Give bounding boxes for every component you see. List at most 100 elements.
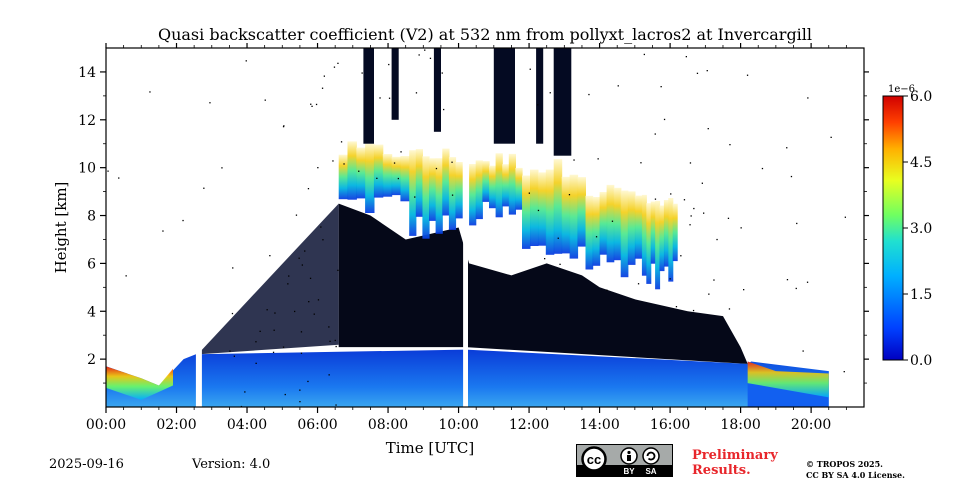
- cc-icon: [581, 446, 607, 472]
- speckle: [617, 85, 619, 87]
- x-tick-label: 20:00: [791, 417, 831, 433]
- cirrus-band-4-segment: [553, 159, 563, 254]
- speckle: [685, 56, 687, 58]
- dense-layer-region: [338, 203, 748, 364]
- high-plume-3: [433, 48, 441, 132]
- speckle: [333, 66, 336, 68]
- speckle: [844, 216, 846, 218]
- cirrus-band-6-segment: [646, 203, 652, 284]
- speckle: [313, 313, 315, 315]
- speckle: [337, 62, 339, 64]
- speckle: [786, 279, 789, 281]
- copyright-line-1: © TROPOS 2025.: [806, 459, 883, 469]
- cirrus-band-5-segment: [613, 187, 622, 261]
- high-plume-6: [536, 48, 544, 144]
- cirrus-band-1-segment: [400, 156, 410, 202]
- speckle: [337, 269, 339, 271]
- speckle: [282, 126, 285, 128]
- speckle: [597, 158, 599, 160]
- speckle: [376, 177, 378, 179]
- colorbar-exponent-label: 1e−6: [888, 84, 915, 95]
- speckle: [162, 230, 164, 232]
- x-tick-label: 14:00: [579, 417, 619, 433]
- cirrus-band-6-segment: [672, 203, 678, 262]
- cirrus-band-1-segment: [391, 156, 401, 196]
- speckle: [315, 103, 318, 106]
- copyright-note: © TROPOS 2025. CC BY SA 4.0 License.: [806, 459, 905, 481]
- speckle: [689, 162, 692, 164]
- speckle: [231, 312, 234, 315]
- speckle: [451, 161, 453, 163]
- speckle: [388, 63, 390, 66]
- speckle: [654, 133, 656, 135]
- cirrus-band-2-segment: [455, 162, 463, 219]
- speckle: [743, 289, 745, 291]
- speckle: [255, 362, 257, 364]
- cirrus-band-5-segment: [627, 191, 636, 265]
- speckle: [343, 163, 345, 165]
- cirrus-band-2-segment: [429, 158, 437, 221]
- y-tick-label: 4: [87, 304, 96, 320]
- cirrus-band-3-segment: [469, 164, 477, 226]
- cirrus-band-6-segment: [663, 200, 669, 267]
- speckle: [244, 391, 246, 393]
- cirrus-band-1-segment: [382, 154, 393, 197]
- speckle: [397, 177, 399, 180]
- cirrus-band-1-segment: [365, 143, 375, 213]
- speckle: [740, 227, 742, 229]
- speckle: [400, 151, 402, 153]
- version-label: Version: 4.0: [192, 457, 271, 472]
- speckle: [708, 293, 710, 295]
- speckle: [264, 99, 266, 101]
- colorbar-tick-label: 6.0: [910, 89, 932, 105]
- x-tick-label: 16:00: [650, 417, 690, 433]
- cirrus-band-6-segment: [668, 198, 674, 282]
- speckle: [125, 275, 127, 277]
- y-tick-label: 8: [87, 209, 96, 225]
- colorbar-tick-label: 0.0: [910, 353, 932, 369]
- speckle: [301, 264, 303, 266]
- speckle: [683, 199, 686, 201]
- cirrus-band-2-segment: [442, 148, 450, 216]
- x-tick-label: 02:00: [156, 417, 196, 433]
- speckle: [643, 53, 645, 56]
- speckle: [424, 49, 426, 51]
- speckle: [288, 275, 290, 277]
- noise-speckles: [107, 49, 846, 407]
- speckle: [640, 162, 642, 164]
- cirrus-band-2-segment: [435, 158, 443, 234]
- cirrus-band-5-segment: [634, 195, 643, 259]
- speckle: [182, 219, 184, 222]
- x-tick-label: 06:00: [297, 417, 337, 433]
- speckle: [843, 371, 845, 373]
- speckle: [443, 108, 445, 111]
- y-tick-label: 14: [78, 65, 96, 81]
- speckle: [274, 312, 276, 314]
- speckle: [663, 118, 666, 121]
- speckle: [703, 212, 705, 214]
- speckle: [689, 224, 691, 226]
- speckle: [307, 380, 309, 383]
- speckle: [654, 198, 657, 200]
- speckle: [729, 144, 731, 146]
- cirrus-band-6-segment: [650, 201, 656, 264]
- speckle: [670, 193, 672, 195]
- speckle: [696, 72, 699, 74]
- speckle: [149, 91, 151, 93]
- x-tick-label: 08:00: [368, 417, 408, 433]
- speckle: [221, 167, 223, 169]
- speckle: [269, 255, 271, 257]
- speckle: [790, 175, 793, 178]
- speckle: [588, 93, 590, 96]
- speckle: [537, 209, 540, 212]
- speckle: [707, 128, 709, 130]
- y-tick-label: 10: [78, 161, 96, 177]
- speckle: [321, 87, 324, 89]
- cirrus-band-2-segment: [422, 156, 430, 239]
- speckle: [669, 278, 671, 280]
- x-tick-label: 18:00: [720, 417, 760, 433]
- speckle: [388, 97, 391, 99]
- speckle: [414, 196, 416, 198]
- speckle: [329, 340, 331, 342]
- cirrus-band-5-segment: [585, 195, 594, 270]
